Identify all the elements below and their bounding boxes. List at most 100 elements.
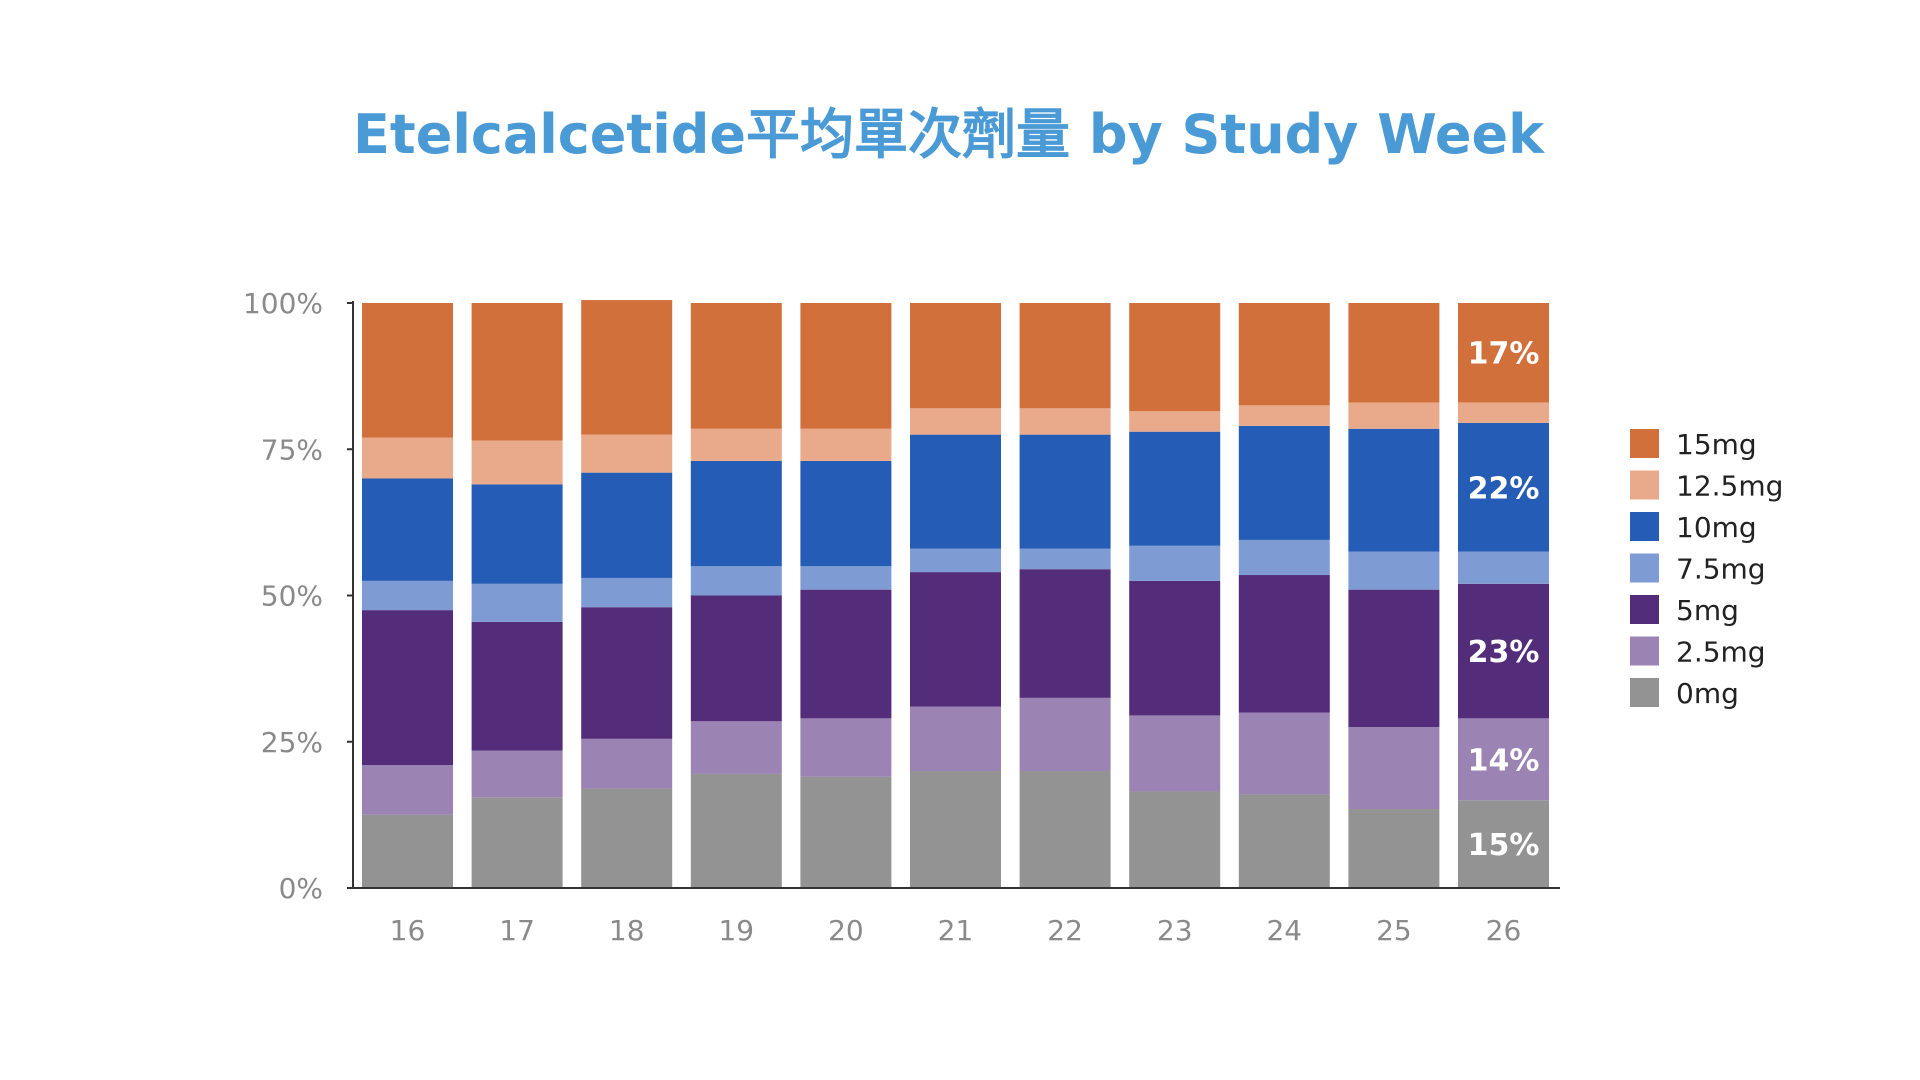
bar-segment-22-15mg (1019, 303, 1111, 409)
bar-segment-22-7.5mg (1019, 548, 1111, 570)
legend-item-12.5mg: 12.5mg (1630, 470, 1783, 503)
axes-layer: 0% 25% 50% 75% 100% 16 17 18 19 20 21 22 23 24 25 26 (243, 287, 1560, 947)
bar-segment-20-15mg (800, 303, 892, 429)
x-tick-label: 26 (1486, 914, 1522, 947)
bar-segment-16-10mg (362, 478, 453, 581)
data-label-26-0mg: 15% (1468, 828, 1540, 863)
bar-segment-19-7.5mg (690, 566, 782, 596)
bar-segment-19-5mg (690, 595, 782, 722)
legend-item-5mg: 5mg (1630, 594, 1739, 627)
bar-segment-24-5mg (1238, 575, 1330, 713)
legend-swatch (1630, 470, 1659, 500)
bar-segment-21-0mg (910, 771, 1001, 888)
x-tick-label: 17 (499, 914, 535, 947)
bar-segment-17-0mg (471, 797, 563, 888)
legend-swatch (1630, 429, 1659, 458)
bar-segment-17-12.5mg (471, 440, 563, 485)
legend-swatch (1630, 678, 1659, 707)
bar-segment-18-15mg (581, 300, 673, 435)
bar-segment-18-5mg (581, 607, 673, 739)
bar-segment-21-10mg (910, 434, 1001, 549)
bar-segment-22-12.5mg (1019, 408, 1111, 435)
bar-segment-20-7.5mg (800, 566, 892, 590)
bar-segment-23-5mg (1129, 580, 1221, 716)
bar-segment-22-2.5mg (1019, 697, 1111, 771)
bar-segment-19-15mg (690, 303, 782, 429)
bar-segment-25-10mg (1348, 428, 1440, 552)
bar-segment-23-15mg (1129, 303, 1221, 412)
legend-label: 7.5mg (1676, 553, 1766, 586)
bar-segment-25-5mg (1348, 589, 1440, 728)
bar-segment-23-12.5mg (1129, 411, 1221, 432)
bar-segment-20-10mg (800, 460, 892, 567)
bar-segment-17-10mg (471, 484, 563, 584)
legend-swatch (1630, 636, 1659, 666)
y-tick-label: 0% (279, 872, 323, 905)
bar-segment-25-7.5mg (1348, 551, 1440, 590)
x-tick-label: 23 (1157, 914, 1193, 947)
bar-segment-24-0mg (1238, 794, 1330, 888)
x-tick-label: 24 (1266, 914, 1302, 947)
bar-segment-22-10mg (1019, 434, 1111, 549)
bar-segment-18-10mg (581, 472, 673, 578)
bar-segment-26-2.5mg (1458, 718, 1549, 801)
bar-stack-19 (690, 303, 782, 888)
bar-segment-26-7.5mg (1458, 551, 1549, 584)
y-tick-label: 25% (261, 726, 323, 759)
bar-segment-20-12.5mg (800, 428, 892, 461)
bar-stack-23 (1129, 303, 1221, 888)
bar-segment-22-5mg (1019, 569, 1111, 698)
bar-segment-23-7.5mg (1129, 545, 1221, 581)
bar-segment-20-2.5mg (800, 718, 892, 777)
data-label-26-2.5mg: 14% (1468, 743, 1540, 778)
legend-label: 15mg (1676, 428, 1757, 461)
legend-item-10mg: 10mg (1630, 511, 1757, 544)
legend-swatch (1630, 595, 1659, 624)
legend-item-2.5mg: 2.5mg (1630, 636, 1766, 669)
bar-segment-21-15mg (910, 303, 1001, 409)
y-tick-label: 75% (261, 433, 323, 466)
chart-title: Etelcalcetide平均單次劑量 by Study Week (353, 103, 1545, 166)
bar-segment-26-15mg (1458, 303, 1549, 403)
legend-label: 0mg (1676, 677, 1739, 710)
bar-segment-19-10mg (690, 460, 782, 567)
data-label-26-15mg: 17% (1468, 337, 1540, 372)
y-tick-label: 100% (243, 287, 323, 320)
bar-stack-26 (1458, 303, 1549, 888)
bar-stack-17 (471, 303, 563, 888)
bar-segment-24-2.5mg (1238, 712, 1330, 795)
bar-segment-25-12.5mg (1348, 402, 1440, 429)
bar-segment-26-0mg (1458, 800, 1549, 888)
data-labels-layer: 15% 14% 23% 22% 17% (1468, 337, 1540, 863)
legend-label: 10mg (1676, 511, 1757, 544)
legend-item-15mg: 15mg (1630, 428, 1757, 461)
legend-label: 5mg (1676, 594, 1739, 627)
bar-stack-21 (910, 303, 1001, 888)
bar-segment-26-5mg (1458, 583, 1549, 719)
bar-segment-23-0mg (1129, 791, 1221, 888)
bar-segment-16-2.5mg (362, 765, 453, 815)
bar-stack-24 (1238, 303, 1330, 888)
bar-segment-23-2.5mg (1129, 715, 1221, 792)
bar-segment-26-12.5mg (1458, 402, 1549, 423)
bar-segment-16-12.5mg (362, 437, 453, 479)
bar-segment-21-12.5mg (910, 408, 1001, 435)
bar-segment-25-0mg (1348, 809, 1440, 888)
bar-segment-16-7.5mg (362, 580, 453, 611)
bar-segment-23-10mg (1129, 431, 1221, 546)
legend-item-7.5mg: 7.5mg (1630, 553, 1766, 586)
x-tick-label: 19 (718, 914, 754, 947)
bar-segment-26-10mg (1458, 422, 1549, 552)
bar-segment-21-5mg (910, 572, 1001, 707)
x-tick-label: 16 (390, 914, 426, 947)
bar-segment-17-2.5mg (471, 750, 563, 798)
bar-segment-18-7.5mg (581, 577, 673, 608)
x-tick-label: 20 (828, 914, 864, 947)
bar-segment-18-12.5mg (581, 434, 673, 473)
x-tick-label: 25 (1376, 914, 1412, 947)
data-label-26-5mg: 23% (1468, 635, 1540, 670)
bar-segment-18-2.5mg (581, 738, 673, 789)
bar-segment-17-7.5mg (471, 583, 563, 622)
bar-segment-17-5mg (471, 621, 563, 751)
